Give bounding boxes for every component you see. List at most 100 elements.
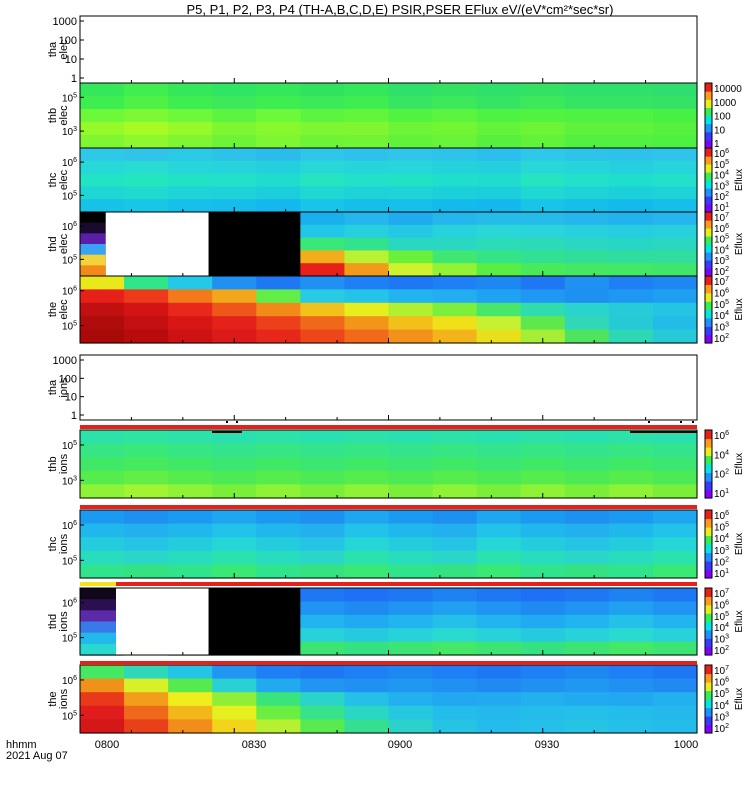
colorbar-label: Eflux bbox=[734, 610, 745, 632]
spectrogram-cell bbox=[80, 173, 125, 187]
spectrogram-cell bbox=[212, 148, 257, 162]
spectrogram-cell bbox=[300, 316, 346, 331]
spectrogram-cell bbox=[476, 628, 522, 643]
spectrogram-cell bbox=[80, 302, 125, 317]
spectrogram-cell bbox=[652, 109, 698, 123]
spectrogram-cell bbox=[388, 443, 434, 458]
spectrogram-cell bbox=[388, 316, 434, 331]
panel-tha-elec: 1000 100 10 1 tha elec bbox=[47, 15, 698, 85]
colorbar-tick-label: 104 bbox=[714, 170, 729, 182]
colorbar-swatch bbox=[705, 438, 712, 448]
spectrogram-cell bbox=[256, 641, 301, 656]
spectrogram-cell bbox=[80, 632, 116, 645]
spectrogram-cell bbox=[432, 276, 478, 290]
spectrogram-cell bbox=[124, 329, 169, 344]
colorbar-tick-label: 103 bbox=[714, 634, 729, 646]
spectrogram-cell bbox=[168, 470, 213, 485]
x-tick-label: 0830 bbox=[242, 739, 266, 751]
colorbar-swatch bbox=[705, 464, 712, 474]
spectrogram-cell bbox=[168, 160, 213, 175]
spectrogram-cell bbox=[388, 641, 434, 656]
spectrogram-cell bbox=[168, 484, 213, 499]
spectrogram-cell bbox=[652, 316, 698, 331]
colorbar-swatch bbox=[705, 690, 712, 700]
spectrogram-cell bbox=[608, 199, 654, 213]
spectrogram-cell bbox=[212, 692, 257, 707]
spectrogram-cell bbox=[564, 523, 610, 538]
spectrogram-cell bbox=[80, 457, 125, 472]
spectrogram-cell bbox=[564, 148, 610, 162]
spectrogram-cell bbox=[432, 83, 478, 97]
colorbar-swatch bbox=[705, 139, 712, 149]
colorbar-swatch bbox=[705, 228, 712, 237]
spectrogram-cell bbox=[388, 564, 434, 579]
spectrogram-cell bbox=[388, 96, 434, 110]
spectrogram-cell bbox=[432, 186, 478, 200]
y-tick-label: 103 bbox=[62, 126, 77, 138]
y-axis-label: ions bbox=[58, 533, 70, 554]
spectrogram-cell bbox=[300, 510, 346, 525]
colorbar-swatch bbox=[705, 613, 712, 623]
spectrogram-cell bbox=[432, 122, 478, 136]
spectrogram-cell bbox=[256, 430, 301, 445]
colorbar-tick-label: 102 bbox=[714, 266, 729, 278]
spectrogram-cell bbox=[388, 109, 434, 123]
spectrogram-cell bbox=[476, 443, 522, 458]
spectrogram-cell bbox=[300, 588, 346, 602]
spectrogram-cell bbox=[212, 550, 257, 565]
spectrogram-cell bbox=[300, 705, 346, 720]
spectrogram-cell bbox=[652, 329, 698, 344]
spectrogram-cell bbox=[344, 523, 390, 538]
spectrogram-cell bbox=[212, 122, 257, 136]
colorbar-swatch bbox=[705, 518, 712, 528]
spectrogram-cell bbox=[168, 96, 213, 110]
quality-marker bbox=[648, 421, 650, 423]
colorbar-tick-label: 105 bbox=[714, 611, 729, 623]
colorbar-label: Eflux bbox=[734, 169, 745, 191]
spectrogram-cell bbox=[520, 316, 566, 331]
spectrogram-cell bbox=[212, 564, 257, 579]
colorbar-label: Eflux bbox=[734, 453, 745, 475]
spectrogram-cell bbox=[168, 550, 213, 565]
spectrogram-cell bbox=[344, 302, 390, 317]
colorbar-tick-label: 106 bbox=[714, 148, 729, 160]
spectrogram-cell bbox=[124, 96, 169, 110]
spectrogram-cell bbox=[388, 237, 434, 251]
spectrogram-cell bbox=[124, 135, 169, 149]
panel-frame bbox=[79, 354, 698, 421]
colorbar-swatch bbox=[705, 707, 712, 717]
spectrogram-cell bbox=[212, 199, 257, 213]
spectrogram-cell bbox=[652, 692, 698, 707]
colorbar-tick-label: 105 bbox=[714, 688, 729, 700]
spectrogram-cell bbox=[432, 430, 478, 445]
colorbar-tick-label: 103 bbox=[714, 322, 729, 334]
spectrogram-cell bbox=[520, 109, 566, 123]
panel-frame bbox=[79, 15, 698, 84]
spectrogram-cell bbox=[432, 263, 478, 277]
spectrogram-cell bbox=[256, 109, 301, 123]
spectrogram-cell bbox=[80, 599, 116, 611]
spectrogram-cell bbox=[608, 457, 654, 472]
spectrogram-cell bbox=[256, 523, 301, 538]
spectrogram-cell bbox=[124, 148, 169, 162]
spectrogram-cell bbox=[432, 510, 478, 525]
spectrogram-cell bbox=[564, 276, 610, 290]
spectrogram-cell bbox=[652, 160, 698, 175]
spectrogram-cell bbox=[80, 122, 125, 136]
spectrogram-cell bbox=[124, 665, 169, 680]
spectrogram-cell bbox=[608, 276, 654, 290]
spectrogram-cell bbox=[388, 550, 434, 565]
spectrogram-cell bbox=[168, 665, 213, 680]
spectrogram-cell bbox=[520, 537, 566, 552]
colorbar-tick-label: 106 bbox=[714, 599, 729, 611]
spectrogram-cell bbox=[124, 678, 169, 693]
spectrogram-cell bbox=[212, 678, 257, 693]
spectrogram-cell bbox=[80, 222, 106, 234]
spectrogram-cell bbox=[344, 316, 390, 331]
spectrogram-cell bbox=[476, 199, 522, 213]
spectrogram-cell bbox=[212, 237, 257, 251]
colorbar-swatch bbox=[705, 252, 712, 261]
spectrogram-cell bbox=[564, 470, 610, 485]
spectrogram-cell bbox=[564, 484, 610, 499]
spectrogram-cell bbox=[608, 148, 654, 162]
